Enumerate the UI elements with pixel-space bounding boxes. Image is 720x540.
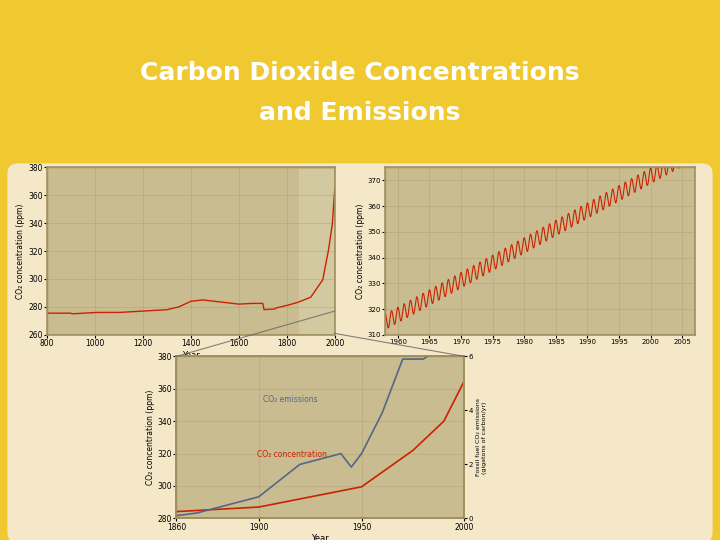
Y-axis label: Fossil fuel CO₂ emissions
(gigatons of carbon/yr): Fossil fuel CO₂ emissions (gigatons of c… (476, 399, 487, 476)
Text: CO₂ emissions: CO₂ emissions (263, 395, 318, 404)
X-axis label: Year: Year (182, 351, 199, 360)
FancyBboxPatch shape (6, 162, 714, 540)
Y-axis label: CO₂ concentration (ppm): CO₂ concentration (ppm) (146, 390, 155, 485)
Text: and Emissions: and Emissions (259, 100, 461, 125)
X-axis label: Year: Year (312, 535, 329, 540)
Bar (299, 167, 335, 335)
Y-axis label: CO₂ concentration (ppm): CO₂ concentration (ppm) (356, 204, 365, 299)
Y-axis label: CO₂ concentration (ppm): CO₂ concentration (ppm) (17, 204, 25, 299)
Text: Carbon Dioxide Concentrations: Carbon Dioxide Concentrations (140, 61, 580, 85)
Text: CO₂ concentration: CO₂ concentration (257, 450, 327, 459)
